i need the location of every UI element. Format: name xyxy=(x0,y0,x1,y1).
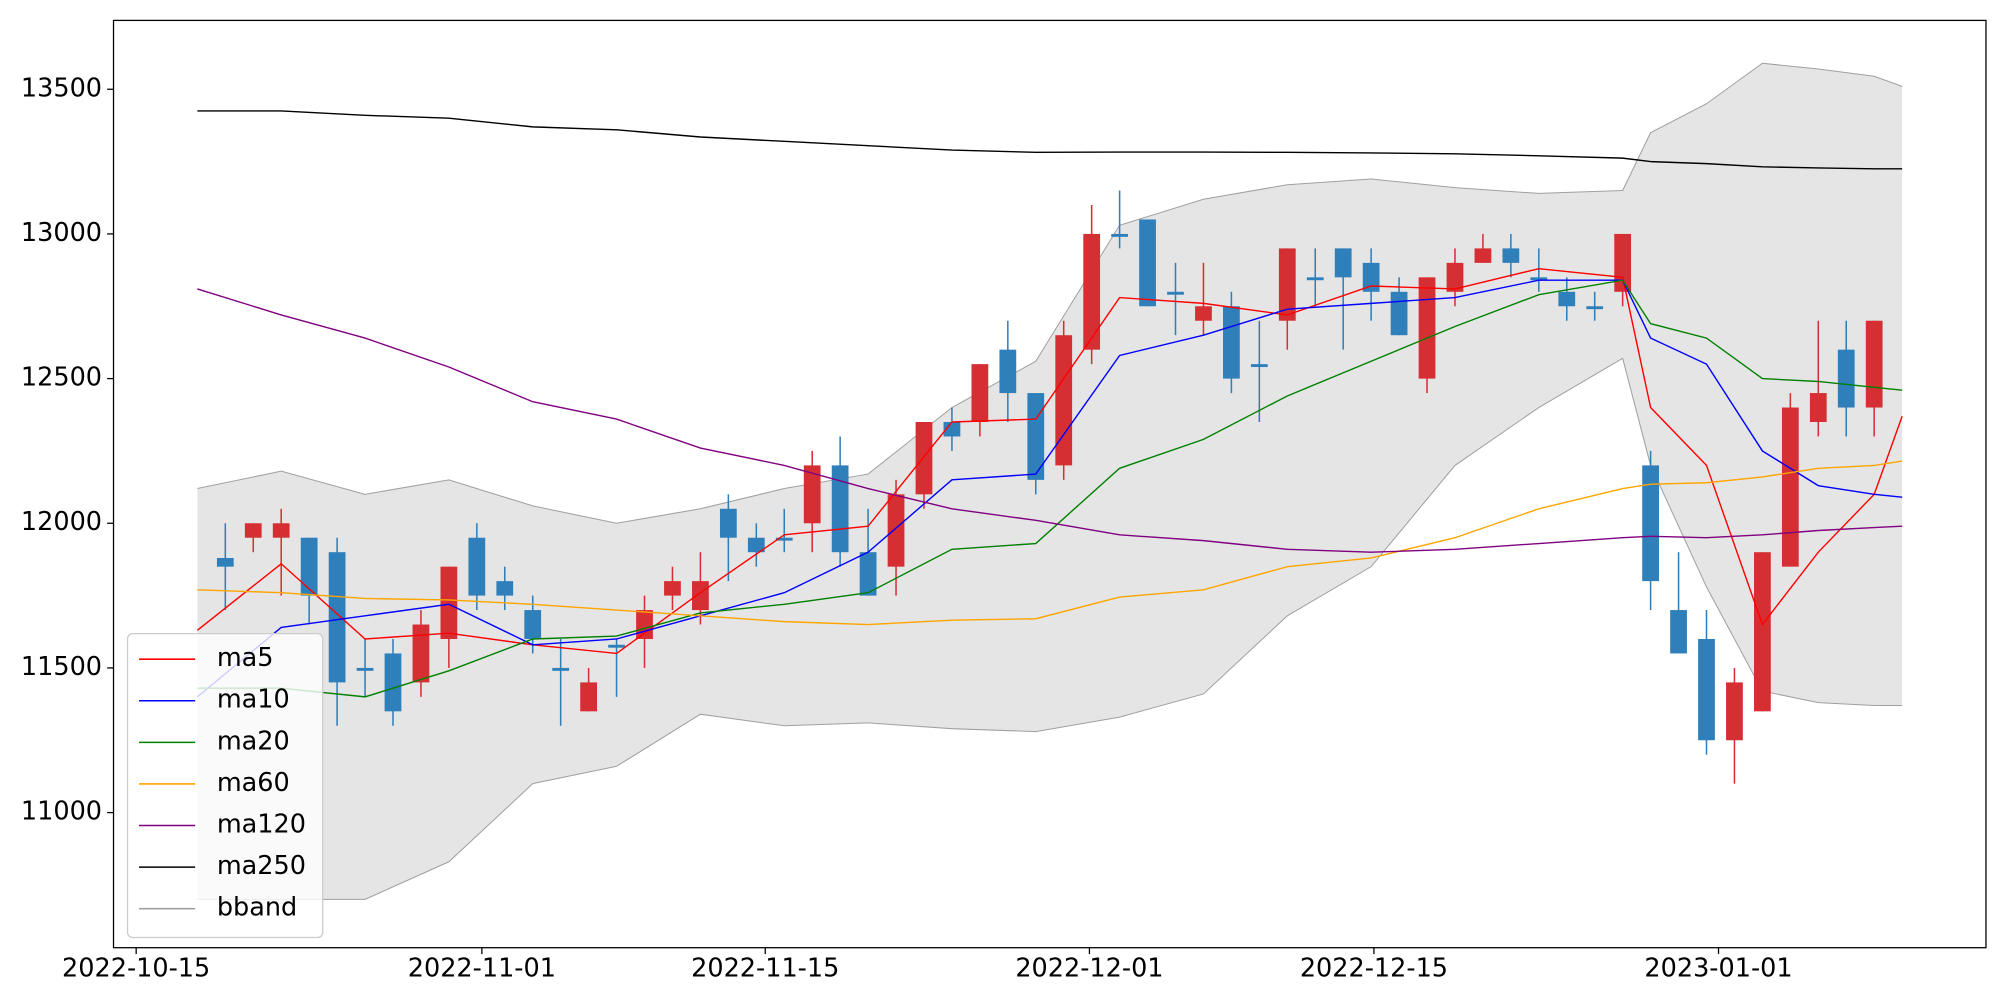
candle-body xyxy=(1167,291,1184,295)
ma-line xyxy=(196,267,1903,655)
candle-body xyxy=(356,667,374,671)
ma-line xyxy=(197,460,1903,626)
candle-body xyxy=(524,610,542,639)
candle-body xyxy=(1334,248,1352,278)
legend-label: ma5 xyxy=(217,643,274,673)
candle-body xyxy=(496,581,514,596)
candle-body xyxy=(1642,465,1659,582)
candle-body xyxy=(1223,306,1240,379)
candle-body xyxy=(1362,262,1380,292)
candle-body xyxy=(580,682,598,712)
candle-body xyxy=(216,557,234,567)
candle-body xyxy=(1726,682,1743,741)
candle-body xyxy=(719,508,737,538)
candle-body xyxy=(692,581,709,611)
candle-body xyxy=(1698,638,1715,741)
candle-body xyxy=(831,465,849,553)
candle-body xyxy=(971,364,989,422)
candle-body xyxy=(1055,335,1073,466)
candle-body xyxy=(803,465,821,524)
bband-area xyxy=(197,63,1903,900)
candle-body xyxy=(1446,262,1464,292)
x-tick-label: 2022-11-15 xyxy=(691,953,839,983)
candle-body xyxy=(1278,248,1296,321)
candle-body xyxy=(412,624,430,683)
y-tick-label: 11500 xyxy=(21,652,102,682)
y-tick-label: 12500 xyxy=(21,363,102,393)
candle-body xyxy=(1837,349,1855,408)
candle-body xyxy=(1781,407,1799,567)
candle-body xyxy=(664,581,681,596)
bband-lower xyxy=(197,357,1903,900)
candle-body xyxy=(1530,277,1548,281)
candle-body xyxy=(468,537,486,596)
candle-body xyxy=(1390,291,1408,336)
candle-body xyxy=(1111,233,1128,237)
legend-box xyxy=(126,633,324,939)
legend-label: ma10 xyxy=(217,685,290,715)
candle-body xyxy=(1502,248,1520,263)
legend-label: bband xyxy=(217,893,297,923)
y-tick-label: 12000 xyxy=(21,507,102,537)
y-tick-label: 11000 xyxy=(21,797,102,827)
candle-body xyxy=(636,610,653,639)
legend-label: ma120 xyxy=(217,810,306,840)
candle-body xyxy=(887,494,905,567)
candle-body xyxy=(775,537,793,541)
candle-body xyxy=(244,523,262,538)
candle-body xyxy=(859,552,877,596)
candle-body xyxy=(1083,233,1101,350)
candle-body xyxy=(384,653,402,712)
ma-line xyxy=(197,110,1903,170)
y-tick-label: 13500 xyxy=(21,73,102,103)
y-tick-label: 13000 xyxy=(21,218,102,248)
x-tick-label: 2022-12-01 xyxy=(1015,953,1163,983)
candle-body xyxy=(999,349,1017,394)
x-tick-label: 2022-12-15 xyxy=(1300,953,1448,983)
candle-body xyxy=(328,552,346,683)
candle-body xyxy=(1586,306,1604,310)
ma-line xyxy=(196,279,1903,698)
candle-body xyxy=(300,537,318,596)
ma-line xyxy=(197,288,1903,553)
candle-body xyxy=(1306,277,1324,281)
candle-body xyxy=(943,421,961,437)
legend-label: ma20 xyxy=(217,726,290,756)
candle-body xyxy=(1670,610,1687,654)
candle-body xyxy=(1418,277,1436,379)
candle-body xyxy=(1027,393,1045,480)
candle-body xyxy=(1195,306,1212,321)
bband-upper xyxy=(197,62,1903,524)
candle-body xyxy=(272,523,290,538)
legend-label: ma60 xyxy=(217,768,290,798)
candle-body xyxy=(1139,219,1156,307)
candle-body xyxy=(1809,393,1827,422)
x-tick-label: 2022-11-01 xyxy=(408,953,556,983)
candle-body xyxy=(1250,364,1268,368)
candle-body xyxy=(1614,233,1632,292)
candle-body xyxy=(1558,291,1576,307)
ma-line xyxy=(197,279,1903,698)
candle-body xyxy=(747,537,765,553)
x-tick-label: 2023-01-01 xyxy=(1644,953,1792,983)
plot-frame xyxy=(112,19,1987,949)
legend-label: ma250 xyxy=(217,851,306,881)
candle-body xyxy=(552,667,570,671)
candle-body xyxy=(1474,248,1492,263)
candle-body xyxy=(608,644,625,648)
candle-body xyxy=(1754,552,1771,712)
x-tick-label: 2022-10-15 xyxy=(62,953,210,983)
candle-body xyxy=(915,421,933,495)
candle-body xyxy=(1865,320,1883,408)
candle-body xyxy=(440,566,458,639)
